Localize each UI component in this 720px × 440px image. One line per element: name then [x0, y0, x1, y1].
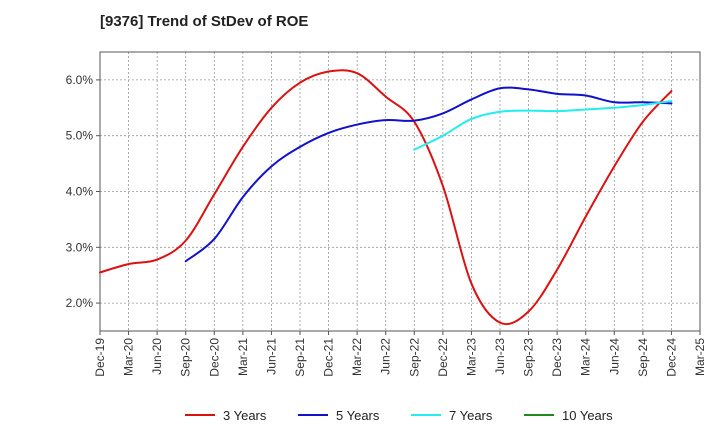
legend: 3 Years 5 Years 7 Years 10 Years: [185, 408, 613, 423]
x-tick-label: Dec-23: [550, 338, 564, 377]
x-tick-label: Sep-20: [179, 338, 193, 377]
y-tick-label: 3.0%: [66, 240, 94, 254]
x-tick-label: Dec-24: [664, 338, 678, 377]
x-tick-label: Jun-23: [493, 338, 507, 375]
x-tick-label: Jun-20: [150, 338, 164, 375]
x-tick-label: Dec-21: [322, 338, 336, 377]
x-tick-label: Sep-24: [636, 338, 650, 377]
x-tick-label: Jun-21: [264, 338, 278, 375]
x-tick-label: Sep-21: [293, 338, 307, 377]
y-tick-label: 6.0%: [66, 73, 94, 87]
legend-label-5-years: 5 Years: [336, 408, 380, 423]
y-tick-label: 5.0%: [66, 129, 94, 143]
x-tick-label: Mar-25: [693, 338, 707, 376]
y-axis: 2.0% 3.0% 4.0% 5.0% 6.0%: [66, 73, 100, 310]
x-tick-label: Mar-23: [464, 338, 478, 376]
series-lines: [99, 69, 673, 326]
x-tick-label: Dec-22: [436, 338, 450, 377]
x-tick-label: Sep-22: [407, 338, 421, 377]
x-tick-label: Mar-21: [236, 338, 250, 376]
series-line-7-years: [413, 100, 673, 151]
x-tick-label: Sep-23: [522, 338, 536, 377]
x-tick-label: Dec-20: [207, 338, 221, 377]
series-line-3-years: [99, 69, 673, 326]
series-line-5-years: [184, 86, 673, 263]
x-tick-label: Mar-24: [579, 338, 593, 376]
grid: [99, 52, 701, 331]
y-tick-label: 2.0%: [66, 296, 94, 310]
legend-label-3-years: 3 Years: [223, 408, 267, 423]
legend-label-10-years: 10 Years: [562, 408, 613, 423]
x-tick-label: Mar-20: [122, 338, 136, 376]
x-tick-label: Mar-22: [350, 338, 364, 376]
x-tick-label: Jun-24: [607, 338, 621, 375]
x-axis: Dec-19 Mar-20 Jun-20 Sep-20 Dec-20 Mar-21 Jun-…: [93, 331, 707, 377]
legend-label-7-years: 7 Years: [449, 408, 493, 423]
x-tick-label: Dec-19: [93, 338, 107, 377]
chart-title: [9376] Trend of StDev of ROE: [100, 13, 309, 30]
x-tick-label: Jun-22: [379, 338, 393, 375]
y-tick-label: 4.0%: [66, 185, 94, 199]
